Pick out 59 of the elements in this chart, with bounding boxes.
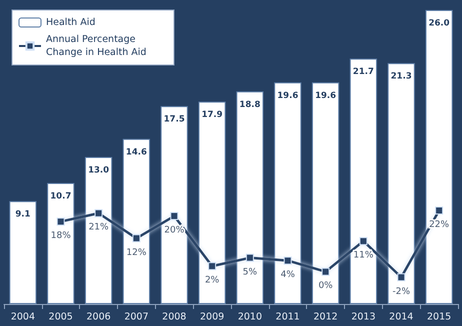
bar — [198, 102, 226, 304]
data-label: 13.0 — [88, 166, 110, 176]
bar — [47, 183, 74, 304]
bar — [274, 82, 302, 304]
point — [359, 237, 368, 246]
point — [322, 268, 330, 276]
bar — [236, 91, 264, 304]
bar — [350, 58, 378, 304]
data-label: 21.7 — [352, 67, 374, 78]
data-label: 19.6 — [277, 90, 298, 101]
bar — [160, 106, 188, 304]
x-tick-label: 2012 — [313, 312, 338, 322]
point — [397, 273, 406, 282]
x-tick-label: 2010 — [238, 312, 262, 322]
data-label: 4% — [280, 270, 296, 280]
point — [94, 209, 103, 218]
data-label: 0% — [318, 281, 334, 292]
data-label: -2% — [392, 286, 410, 297]
data-label: 18.8 — [239, 100, 260, 110]
x-tick-label: 2007 — [124, 312, 149, 322]
legend-label: Health Aid — [46, 17, 96, 28]
x-tick-label: 2009 — [200, 312, 224, 322]
bar — [9, 201, 37, 304]
x-tick-label: 2015 — [426, 312, 452, 322]
point — [170, 212, 178, 220]
data-label: 10.7 — [50, 192, 72, 202]
point — [56, 218, 65, 226]
x-tick-label: 2008 — [162, 312, 186, 322]
x-tick-label: 2011 — [276, 312, 300, 322]
bar — [84, 157, 112, 304]
data-label: 14.6 — [126, 147, 147, 158]
data-label: 17.5 — [164, 114, 185, 125]
data-label: 9.1 — [15, 210, 31, 220]
data-label: 21.3 — [390, 72, 412, 82]
bar — [388, 63, 415, 304]
point — [284, 256, 292, 265]
point — [246, 254, 254, 262]
data-label: 2% — [204, 276, 220, 286]
data-label: 12% — [126, 248, 147, 258]
data-label: 21% — [88, 222, 110, 233]
data-label: 11% — [353, 250, 374, 261]
data-label: 5% — [242, 267, 258, 278]
bar — [312, 82, 340, 304]
data-label: 17.9 — [202, 110, 223, 120]
x-tick-label: 2006 — [86, 312, 111, 322]
data-label: 18% — [50, 231, 72, 242]
data-label: 20% — [164, 226, 185, 236]
x-tick-label: 2014 — [389, 312, 414, 322]
data-label: 26.0 — [428, 18, 450, 28]
x-tick-label: 2004 — [10, 312, 36, 322]
bar — [122, 138, 150, 304]
x-tick-label: 2013 — [351, 312, 376, 322]
bar — [425, 10, 453, 304]
point — [208, 262, 216, 270]
point — [132, 234, 140, 242]
legend-label: Annual Percentage Change in Health Aid — [46, 34, 146, 58]
point — [435, 206, 444, 214]
data-label: 19.6 — [315, 90, 336, 101]
x-tick-label: 2005 — [48, 312, 73, 322]
